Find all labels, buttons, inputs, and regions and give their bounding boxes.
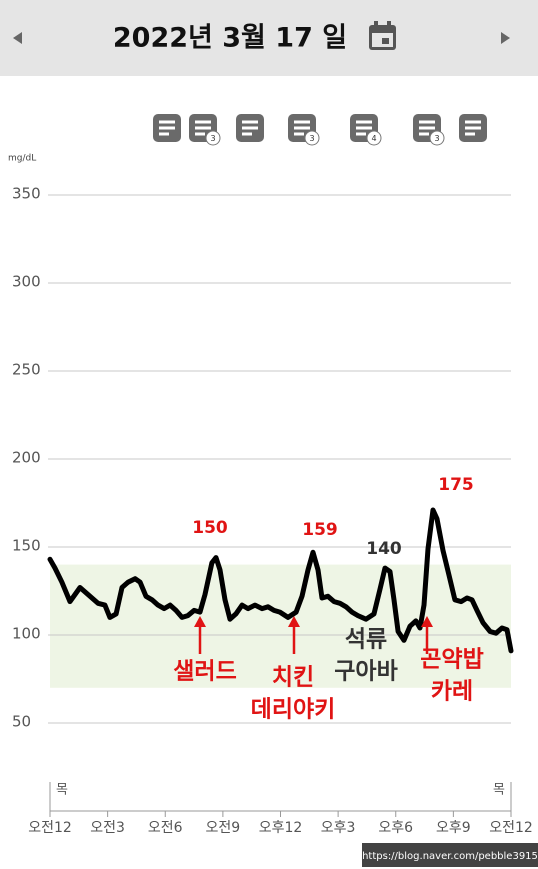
day-label: 목 [56, 783, 68, 798]
note-icon[interactable] [459, 114, 487, 142]
watermark: https://blog.naver.com/pebble3915 [362, 851, 538, 862]
note-badge [205, 130, 221, 146]
note-line [294, 126, 310, 130]
y-tick-label: 150 [12, 537, 41, 555]
note-icon[interactable] [236, 114, 264, 142]
note-line [465, 120, 481, 124]
note-icon[interactable]: 3 [288, 114, 320, 146]
peak-label: 150 [192, 518, 228, 538]
meal-arrowhead [421, 616, 433, 627]
note-line [465, 126, 481, 130]
peak-label: 175 [438, 475, 474, 495]
x-tick-label: 오후3 [321, 820, 356, 836]
meal-label: 치킨 [272, 665, 314, 691]
watermark-bg [362, 843, 538, 867]
header-bar [0, 0, 538, 76]
note-line [159, 120, 175, 124]
note-badge-count: 3 [309, 134, 314, 143]
note-line [356, 132, 366, 136]
note-badge-count: 4 [371, 134, 376, 143]
x-tick-label: 오후12 [259, 820, 303, 836]
note-line [195, 120, 211, 124]
meal-label: 구아바 [334, 659, 397, 685]
meal-label: 샐러드 [173, 659, 236, 685]
x-tick-label: 오전3 [90, 820, 125, 836]
note-line [242, 126, 258, 130]
note-line [356, 120, 372, 124]
date-title: 2022년 3월 17 일 [113, 23, 347, 54]
note-icon[interactable]: 4 [350, 114, 382, 146]
prev-day[interactable] [13, 32, 22, 44]
meal-arrowhead [194, 616, 206, 627]
meal-label: 곤약밥 [420, 647, 483, 673]
note-line [419, 126, 435, 130]
note-line [356, 126, 372, 130]
y-axis-label: mg/dL [8, 154, 36, 164]
meal-label: 카레 [431, 679, 473, 705]
y-tick-label: 350 [12, 185, 41, 203]
x-tick-label: 오전9 [206, 820, 241, 836]
note-badge [366, 130, 382, 146]
note-badge-count: 3 [210, 134, 215, 143]
note-line [465, 132, 475, 136]
y-tick-label: 100 [12, 625, 41, 643]
day-label: 목 [493, 783, 505, 798]
x-tick-label: 오후6 [378, 820, 413, 836]
y-tick-label: 200 [12, 449, 41, 467]
note-icon[interactable] [153, 114, 181, 142]
x-tick-label: 오후9 [436, 820, 471, 836]
next-day[interactable] [501, 32, 510, 44]
note-line [242, 120, 258, 124]
meal-label: 석류 [345, 627, 387, 653]
note-line [419, 120, 435, 124]
x-tick-label: 오전6 [148, 820, 183, 836]
note-line [294, 132, 304, 136]
meal-arrowhead [288, 616, 300, 627]
note-line [195, 132, 205, 136]
note-line [195, 126, 211, 130]
note-line [242, 132, 252, 136]
x-tick-label: 오전12 [489, 820, 533, 836]
y-tick-label: 250 [12, 361, 41, 379]
meal-label: 데리야키 [251, 697, 336, 723]
note-icon[interactable]: 3 [413, 114, 445, 146]
note-line [159, 126, 175, 130]
note-line [159, 132, 169, 136]
note-badge-count: 3 [434, 134, 439, 143]
note-line [419, 132, 429, 136]
note-badge [429, 130, 445, 146]
peak-label: 159 [302, 520, 338, 540]
note-badge [304, 130, 320, 146]
y-tick-label: 300 [12, 273, 41, 291]
calendar-icon[interactable] [369, 21, 396, 50]
note-icon[interactable]: 3 [189, 114, 221, 146]
peak-label: 140 [366, 539, 402, 559]
glucose-line [47, 507, 514, 654]
x-tick-label: 오전12 [28, 820, 72, 836]
y-tick-label: 50 [12, 713, 31, 731]
note-line [294, 120, 310, 124]
